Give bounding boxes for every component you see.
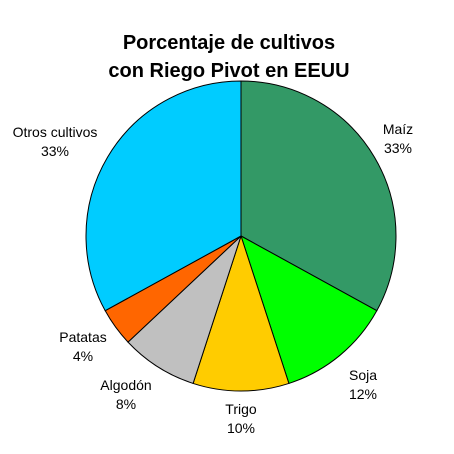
slice-label-maiz: Maíz (383, 121, 413, 137)
pie-slice-trigo (192, 234, 290, 392)
pie-slices (85, 80, 397, 392)
slice-value-label-soja: 12% (349, 386, 377, 402)
slice-value-label-algodon: 8% (116, 396, 136, 412)
pie-slice-otros-cultivos (85, 80, 242, 312)
slice-value-label-maiz: 33% (384, 140, 412, 156)
pie-labels: Maíz 33% Soja 12% Trigo 10% Algodón 8% Patatas 4%… (13, 121, 414, 436)
slice-label-algodon: Algodón (100, 377, 151, 393)
chart-title-line-2: con Riego Pivot en EEUU (108, 60, 349, 82)
slice-label-patatas: Patatas (59, 329, 106, 345)
pie-slice-maiz (240, 80, 397, 312)
chart-title-line-1: Porcentaje de cultivos (123, 32, 335, 54)
slice-label-otros-cultivos: Otros cultivos (13, 124, 98, 140)
pie-slice-soja (240, 234, 378, 385)
slice-label-trigo: Trigo (225, 401, 257, 417)
slice-value-label-patatas: 4% (73, 348, 93, 364)
slice-value-label-otros-cultivos: 33% (41, 143, 69, 159)
slice-value-label-trigo: 10% (227, 420, 255, 436)
slice-label-soja: Soja (349, 367, 377, 383)
